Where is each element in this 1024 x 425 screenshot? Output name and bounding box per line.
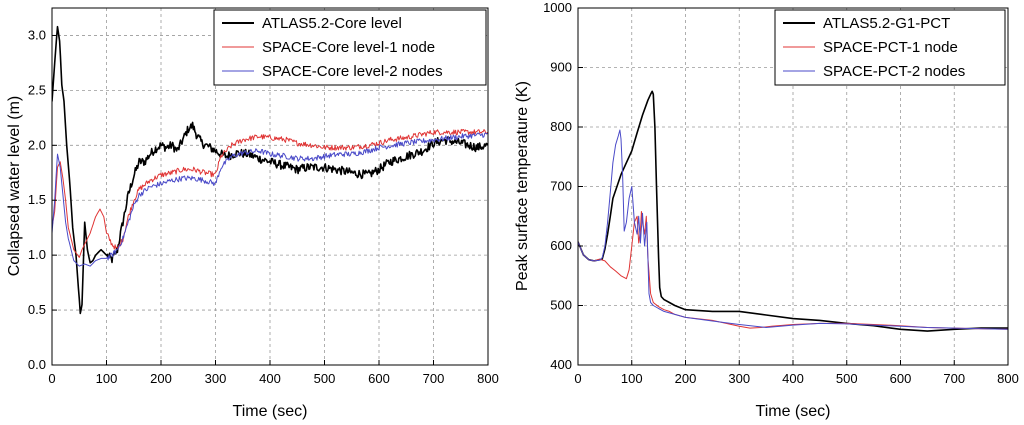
right-chart: 0 100 200 300 400 500 600 700 800 400 500 600 700 800… (514, 0, 1019, 420)
right-x-tick-label-800: 800 (997, 371, 1019, 386)
left-legend-label-space-2nodes: SPACE-Core level-2 nodes (262, 63, 443, 80)
left-x-tick-label-200: 200 (150, 371, 172, 386)
left-x-tick-label-800: 800 (477, 371, 499, 386)
right-x-tick-label-400: 400 (782, 371, 804, 386)
left-legend-box (213, 9, 487, 86)
left-x-tick-label-100: 100 (96, 371, 118, 386)
left-series-line-space-2nodes (52, 132, 488, 267)
right-y-tick-label-6: 1000 (543, 0, 572, 15)
right-x-tick-label-600: 600 (890, 371, 912, 386)
left-y-tick-label-6: 3.0 (28, 27, 46, 42)
right-series-line-atlas (578, 90, 1008, 332)
left-x-tick-label-0: 0 (48, 371, 55, 386)
right-x-tick-label-700: 700 (943, 371, 965, 386)
right-ticks: 0 100 200 300 400 500 600 700 800 400 500 600 700 800… (543, 0, 1019, 386)
left-y-tick-label-1: 0.5 (28, 302, 46, 317)
right-legend-label-space-2nodes: SPACE-PCT-2 nodes (823, 63, 965, 80)
left-y-tick-label-3: 1.5 (28, 192, 46, 207)
left-legend: ATLAS5.2-Core level SPACE-Core level-1 n… (213, 9, 487, 86)
left-chart: 0 100 200 300 400 500 600 700 800 0.0 0.5 1.0 1.5 2.0… (6, 7, 499, 420)
left-x-tick-label-600: 600 (368, 371, 390, 386)
left-y-tick-label-4: 2.0 (28, 137, 46, 152)
right-y-tick-label-2: 600 (550, 238, 572, 253)
left-series-line-atlas (52, 25, 488, 315)
right-y-tick-label-0: 400 (550, 357, 572, 372)
left-legend-label-space-1node: SPACE-Core level-1 node (262, 39, 435, 56)
left-ticks: 0 100 200 300 400 500 600 700 800 0.0 0.5 1.0 1.5 2.0… (28, 27, 499, 386)
left-y-axis-label: Collapsed water level (m) (6, 96, 23, 277)
right-x-tick-label-300: 300 (728, 371, 750, 386)
left-x-tick-label-300: 300 (205, 371, 227, 386)
left-x-tick-label-700: 700 (423, 371, 445, 386)
left-x-tick-label-500: 500 (314, 371, 336, 386)
left-y-tick-label-5: 2.5 (28, 82, 46, 97)
right-legend: ATLAS5.2-G1-PCT SPACE-PCT-1 node SPACE-P… (774, 9, 1006, 86)
right-x-tick-label-200: 200 (675, 371, 697, 386)
right-series-line-space-2nodes (578, 129, 1008, 330)
left-x-tick-label-400: 400 (259, 371, 281, 386)
right-y-tick-label-1: 500 (550, 298, 572, 313)
right-series (578, 90, 1008, 332)
right-x-axis-label: Time (sec) (756, 403, 831, 420)
left-y-tick-label-2: 1.0 (28, 247, 46, 262)
left-x-axis-label: Time (sec) (233, 403, 308, 420)
left-y-tick-label-0: 0.0 (28, 357, 46, 372)
right-y-axis-label: Peak surface temperature (K) (514, 81, 531, 291)
right-y-tick-label-5: 900 (550, 60, 572, 75)
right-x-tick-label-100: 100 (621, 371, 643, 386)
right-x-tick-label-500: 500 (836, 371, 858, 386)
right-x-tick-label-0: 0 (574, 371, 581, 386)
right-y-tick-label-3: 700 (550, 179, 572, 194)
right-legend-label-space-1node: SPACE-PCT-1 node (823, 39, 958, 56)
left-legend-label-atlas: ATLAS5.2-Core level (262, 15, 402, 32)
right-y-tick-label-4: 800 (550, 119, 572, 134)
right-legend-label-atlas: ATLAS5.2-G1-PCT (823, 15, 950, 32)
right-series-line-space-1node (578, 211, 1008, 330)
left-series (52, 25, 488, 315)
